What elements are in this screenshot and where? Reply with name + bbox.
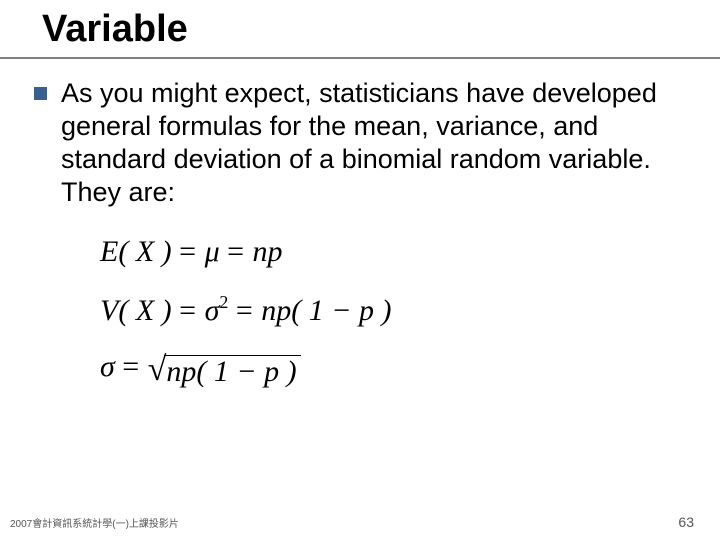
bullet-row: As you might expect, statisticians have … [34, 77, 686, 209]
formula-sd: σ = √ np( 1 − p ) [100, 352, 686, 386]
mu-symbol: μ [205, 235, 220, 268]
sigma-symbol: σ [100, 350, 115, 383]
page-number: 63 [678, 514, 694, 530]
slide: Variable As you might expect, statistici… [0, 0, 720, 540]
square-bullet-icon [34, 87, 47, 100]
formula-variance: V( X ) = σ2 = np( 1 − p ) [100, 293, 686, 326]
sd-radicand: np( 1 − p ) [164, 355, 300, 386]
footer-left-text: 2007會計資訊系統計學(一)上課投影片 [10, 515, 179, 530]
body-text: As you might expect, statisticians have … [61, 77, 686, 209]
equals-sign: = [122, 350, 140, 383]
exponent-2: 2 [219, 292, 228, 312]
title-wrap: Variable [0, 0, 720, 51]
square-root: √ np( 1 − p ) [148, 355, 301, 386]
body-area: As you might expect, statisticians have … [0, 59, 720, 386]
formula-block: E( X ) = μ = np V( X ) = σ2 = np( 1 − p … [100, 237, 686, 386]
equals-sign: = [179, 235, 197, 268]
equals-sign: = [179, 294, 197, 327]
sigma-symbol: σ [205, 294, 220, 327]
mean-rhs: np [253, 235, 283, 268]
formula-mean: E( X ) = μ = np [100, 237, 686, 267]
equals-sign: = [236, 294, 254, 327]
mean-lhs: E( X ) [100, 235, 172, 268]
slide-title: Variable [42, 8, 720, 51]
variance-lhs: V( X ) [100, 294, 172, 327]
equals-sign: = [227, 235, 245, 268]
variance-rhs: np( 1 − p ) [261, 294, 391, 327]
